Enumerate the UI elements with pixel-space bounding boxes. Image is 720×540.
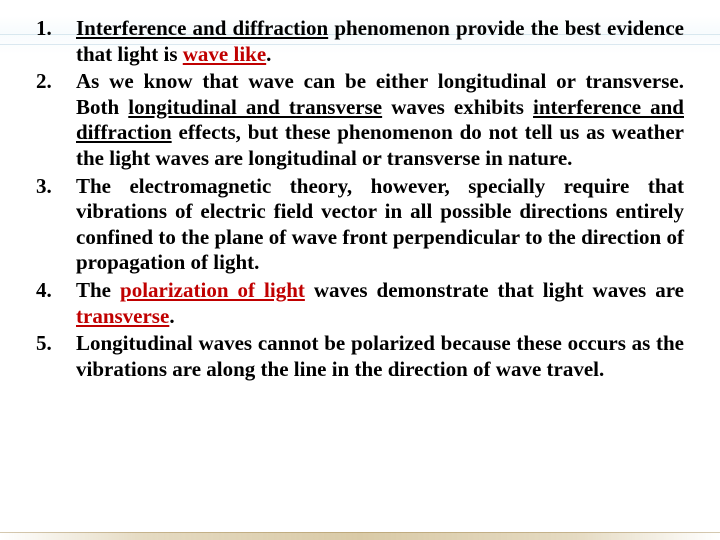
list-item-3: The electromagnetic theory, however, spe… bbox=[36, 174, 684, 276]
list-item-4: The polarization of light waves demonstr… bbox=[36, 278, 684, 329]
text-segment: The bbox=[76, 278, 120, 302]
text-segment: . bbox=[266, 42, 271, 66]
text-segment: waves demonstrate that light waves are bbox=[305, 278, 684, 302]
list-item-2: As we know that wave can be either longi… bbox=[36, 69, 684, 171]
text-segment: transverse bbox=[76, 304, 169, 328]
text-segment: waves exhibits bbox=[382, 95, 533, 119]
text-segment: wave like bbox=[183, 42, 266, 66]
list-item-1: Interference and diffraction phenomenon … bbox=[36, 16, 684, 67]
text-segment: . bbox=[169, 304, 174, 328]
slide-container: Interference and diffraction phenomenon … bbox=[0, 0, 720, 540]
text-segment: Longitudinal waves cannot be polarized b… bbox=[76, 331, 684, 381]
bottom-accent bbox=[0, 532, 720, 540]
text-segment: longitudinal and transverse bbox=[128, 95, 382, 119]
text-segment: polarization of light bbox=[120, 278, 305, 302]
text-segment: Interference and diffraction bbox=[76, 16, 328, 40]
list-item-5: Longitudinal waves cannot be polarized b… bbox=[36, 331, 684, 382]
numbered-list: Interference and diffraction phenomenon … bbox=[36, 16, 684, 383]
text-segment: The electromagnetic theory, however, spe… bbox=[76, 174, 684, 275]
